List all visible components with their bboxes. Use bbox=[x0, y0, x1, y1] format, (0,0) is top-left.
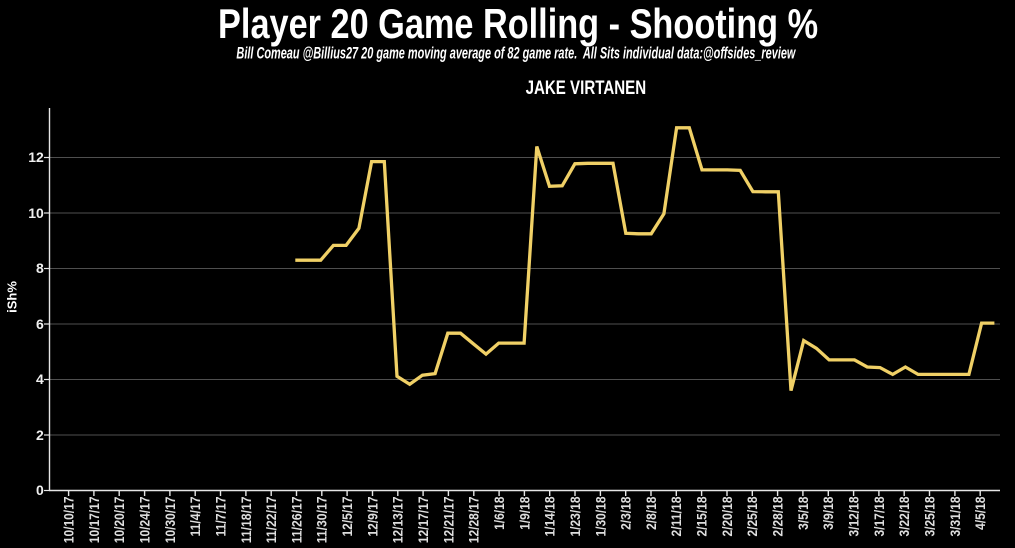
svg-text:11/22/17: 11/22/17 bbox=[264, 497, 279, 544]
svg-text:3/12/18: 3/12/18 bbox=[847, 496, 862, 536]
svg-text:12/17/17: 12/17/17 bbox=[416, 497, 431, 544]
svg-text:2/20/18: 2/20/18 bbox=[720, 496, 735, 536]
svg-text:10/10/17: 10/10/17 bbox=[62, 497, 77, 544]
svg-text:11/7/17: 11/7/17 bbox=[213, 497, 228, 537]
svg-text:1/9/18: 1/9/18 bbox=[517, 496, 532, 530]
svg-text:1/14/18: 1/14/18 bbox=[543, 496, 558, 536]
svg-text:12/5/17: 12/5/17 bbox=[340, 497, 355, 537]
svg-text:11/18/17: 11/18/17 bbox=[239, 497, 254, 544]
svg-text:12/9/17: 12/9/17 bbox=[365, 497, 380, 537]
svg-text:2/28/18: 2/28/18 bbox=[771, 496, 786, 536]
svg-text:1/30/18: 1/30/18 bbox=[593, 496, 608, 536]
svg-text:10/20/17: 10/20/17 bbox=[112, 497, 127, 544]
svg-text:11/4/17: 11/4/17 bbox=[188, 497, 203, 537]
svg-text:2/15/18: 2/15/18 bbox=[695, 496, 710, 536]
svg-text:2/3/18: 2/3/18 bbox=[619, 496, 634, 530]
svg-text:2/11/18: 2/11/18 bbox=[669, 496, 684, 536]
svg-text:3/9/18: 3/9/18 bbox=[821, 496, 836, 530]
svg-text:10/17/17: 10/17/17 bbox=[87, 497, 102, 544]
svg-text:1/6/18: 1/6/18 bbox=[492, 496, 507, 530]
svg-text:3/5/18: 3/5/18 bbox=[796, 496, 811, 530]
svg-text:2/25/18: 2/25/18 bbox=[745, 496, 760, 536]
svg-text:12/13/17: 12/13/17 bbox=[391, 497, 406, 544]
svg-text:11/30/17: 11/30/17 bbox=[315, 497, 330, 544]
svg-text:3/17/18: 3/17/18 bbox=[872, 496, 887, 536]
svg-text:12/21/17: 12/21/17 bbox=[441, 497, 456, 544]
svg-text:1/23/18: 1/23/18 bbox=[568, 496, 583, 536]
svg-text:12/28/17: 12/28/17 bbox=[467, 497, 482, 544]
svg-text:2/8/18: 2/8/18 bbox=[644, 496, 659, 530]
svg-text:4/5/18: 4/5/18 bbox=[973, 496, 988, 530]
svg-text:3/22/18: 3/22/18 bbox=[897, 496, 912, 536]
svg-text:3/31/18: 3/31/18 bbox=[948, 496, 963, 536]
svg-text:3/25/18: 3/25/18 bbox=[922, 496, 937, 536]
svg-text:10/30/17: 10/30/17 bbox=[163, 497, 178, 544]
svg-text:10/24/17: 10/24/17 bbox=[138, 497, 153, 544]
svg-text:11/26/17: 11/26/17 bbox=[289, 497, 304, 544]
